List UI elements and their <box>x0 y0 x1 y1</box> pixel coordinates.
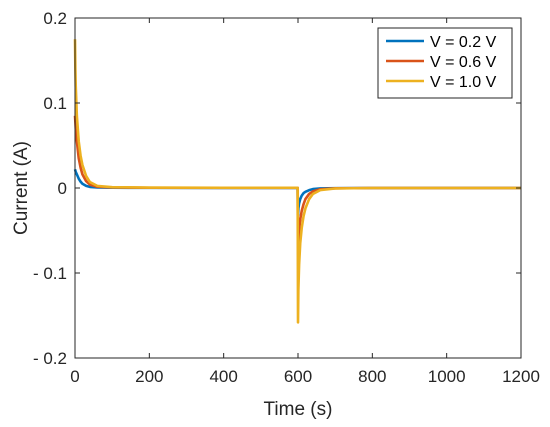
legend-label-1: V = 0.2 V <box>430 34 497 51</box>
y-tick-label: - 0.2 <box>33 349 67 368</box>
y-tick-label: - 0.1 <box>33 264 67 283</box>
y-tick-label: 0.2 <box>43 9 67 28</box>
y-axis-label: Current (A) <box>11 141 32 235</box>
series-layer <box>73 39 521 324</box>
ticks-layer: 0 200 400 600 800 1000 1200 0.2 0.1 0 - 0.1 - 0.2 <box>33 9 540 386</box>
y-tick-label: 0 <box>58 179 67 198</box>
legend-box <box>377 27 513 99</box>
legend-label-3: V = 1.0 V <box>430 74 497 91</box>
x-tick-label: 400 <box>209 367 237 386</box>
legend-label-2: V = 0.6 V <box>430 54 497 71</box>
x-tick-label: 0 <box>70 367 79 386</box>
y-tick-label: 0.1 <box>43 94 67 113</box>
x-tick-label: 200 <box>135 367 163 386</box>
legend: V = 0.2 V V = 0.6 V V = 1.0 V <box>377 27 513 99</box>
x-axis-label: Time (s) <box>264 399 333 420</box>
x-tick-label: 1000 <box>428 367 466 386</box>
x-tick-label: 1200 <box>502 367 540 386</box>
x-tick-label: 800 <box>358 367 386 386</box>
x-tick-label: 600 <box>284 367 312 386</box>
series-line-3 <box>73 39 521 324</box>
